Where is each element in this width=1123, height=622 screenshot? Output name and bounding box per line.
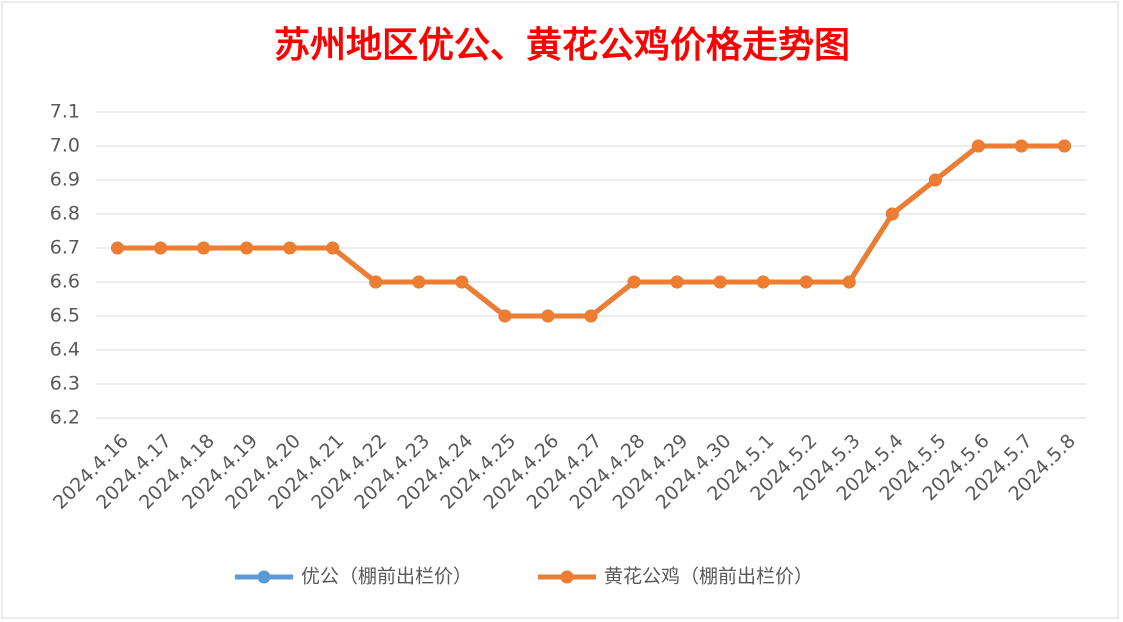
marker bbox=[670, 275, 684, 289]
marker bbox=[584, 309, 598, 323]
y-tick-label: 6.7 bbox=[50, 237, 80, 259]
marker bbox=[713, 275, 727, 289]
marker bbox=[1057, 139, 1071, 153]
marker bbox=[541, 309, 555, 323]
y-tick-label: 6.4 bbox=[50, 339, 80, 361]
marker bbox=[111, 241, 125, 255]
y-tick-label: 6.6 bbox=[50, 271, 80, 293]
marker bbox=[283, 241, 297, 255]
marker bbox=[627, 275, 641, 289]
chart-title: 苏州地区优公、黄花公鸡价格走势图 bbox=[274, 24, 850, 66]
legend-label: 优公（棚前出栏价） bbox=[301, 566, 472, 588]
legend-label: 黄花公鸡（棚前出栏价） bbox=[604, 566, 813, 588]
y-tick-label: 7.1 bbox=[50, 101, 80, 123]
y-tick-label: 7.0 bbox=[50, 135, 80, 157]
y-tick-label: 6.5 bbox=[50, 305, 80, 327]
y-tick-label: 6.9 bbox=[50, 169, 80, 191]
y-tick-label: 6.8 bbox=[50, 203, 80, 225]
marker bbox=[154, 241, 168, 255]
marker bbox=[240, 241, 254, 255]
marker bbox=[369, 275, 383, 289]
legend-marker bbox=[257, 570, 271, 584]
marker bbox=[412, 275, 426, 289]
legend-marker bbox=[560, 570, 574, 584]
y-tick-label: 6.2 bbox=[50, 407, 80, 429]
y-tick-label: 6.3 bbox=[50, 373, 80, 395]
marker bbox=[799, 275, 813, 289]
marker bbox=[842, 275, 856, 289]
marker bbox=[971, 139, 985, 153]
marker bbox=[326, 241, 340, 255]
marker bbox=[928, 173, 942, 187]
marker bbox=[197, 241, 211, 255]
marker bbox=[885, 207, 899, 221]
marker bbox=[455, 275, 469, 289]
marker bbox=[756, 275, 770, 289]
marker bbox=[498, 309, 512, 323]
marker bbox=[1014, 139, 1028, 153]
